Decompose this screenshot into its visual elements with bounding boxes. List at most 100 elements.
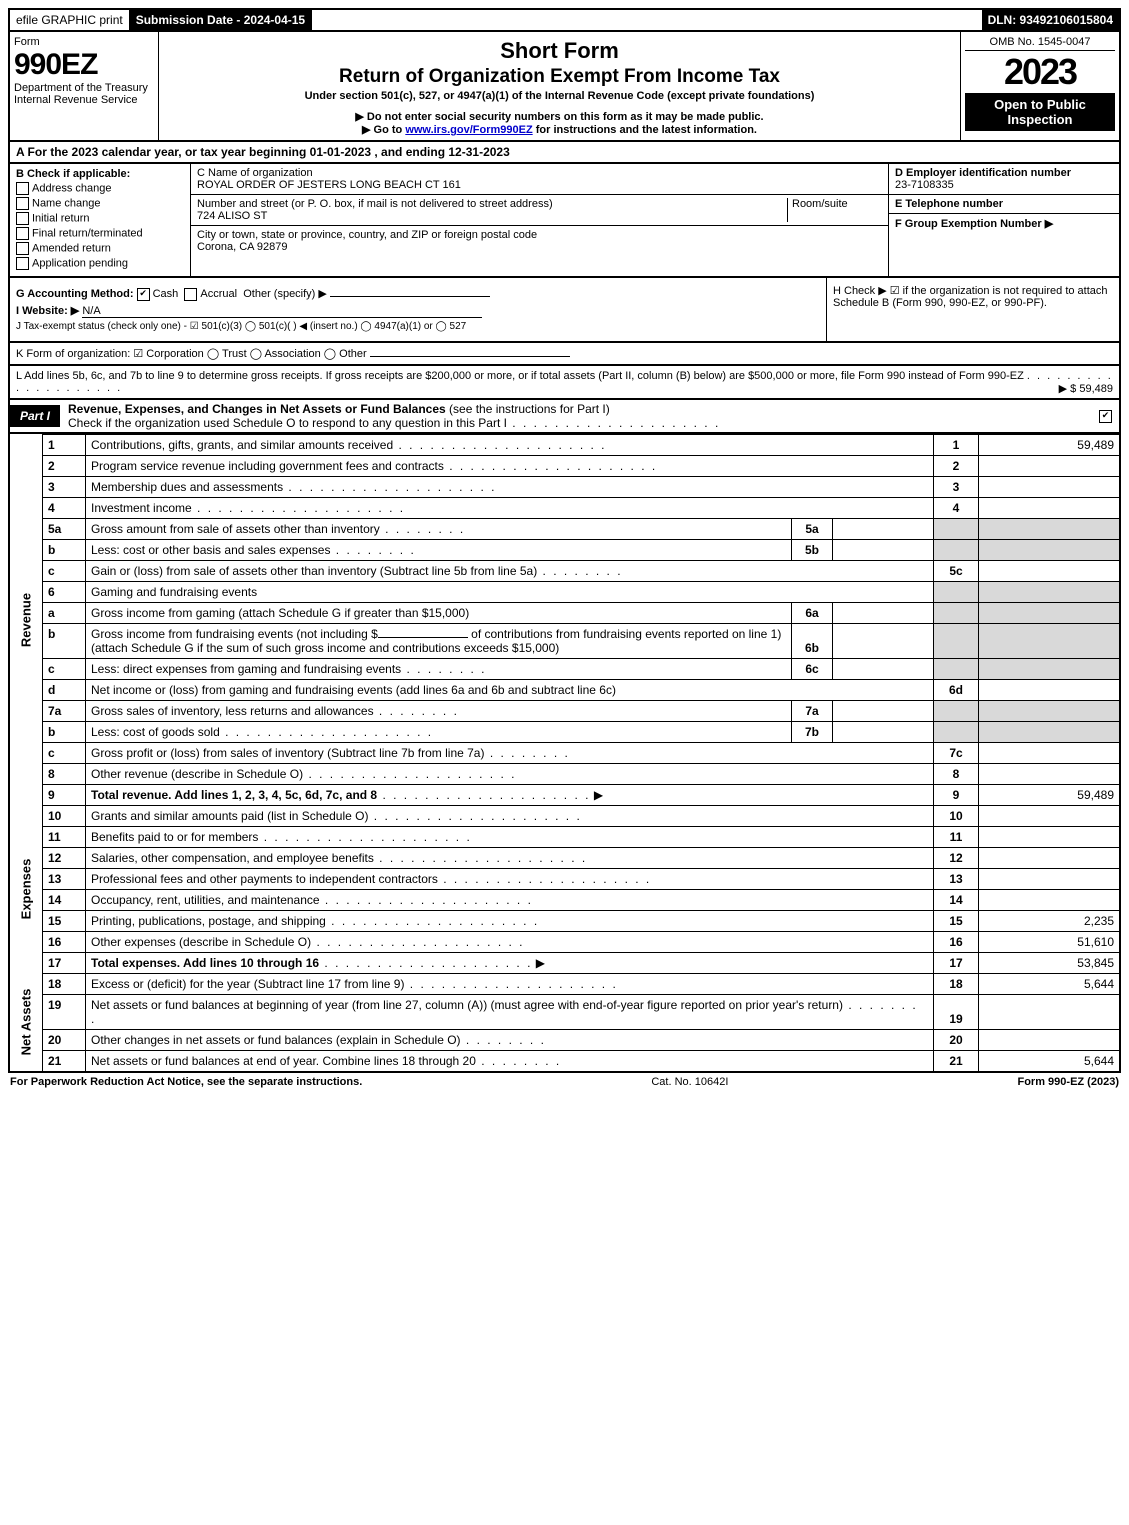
header-center: Short Form Return of Organization Exempt… [159, 32, 960, 140]
e-label: E Telephone number [895, 198, 1003, 210]
line-10-value [979, 805, 1121, 826]
line-6c-num: c [43, 658, 86, 679]
c-addr-block: Number and street (or P. O. box, if mail… [191, 195, 888, 226]
tax-year: 2023 [965, 51, 1115, 93]
part-i-title-rest: (see the instructions for Part I) [446, 402, 610, 416]
vtext-revenue: Revenue [19, 592, 34, 646]
line-10-rnum: 10 [934, 805, 979, 826]
line-5a-subnum: 5a [792, 518, 833, 539]
line-9-desc: Total revenue. Add lines 1, 2, 3, 4, 5c,… [86, 784, 934, 805]
cb-initial-return[interactable]: Initial return [16, 212, 184, 225]
form-header: Form 990EZ Department of the Treasury In… [8, 32, 1121, 142]
part-i-header: Part I Revenue, Expenses, and Changes in… [8, 400, 1121, 434]
line-14-value [979, 889, 1121, 910]
line-5c-value [979, 560, 1121, 581]
6b-amount-blank[interactable] [378, 637, 468, 638]
efile-label[interactable]: efile GRAPHIC print [10, 10, 130, 30]
line-6-desc: Gaming and fundraising events [86, 581, 934, 602]
line-5a-subval [833, 518, 934, 539]
line-11-num: 11 [43, 826, 86, 847]
cb-application-pending[interactable]: Application pending [16, 257, 184, 270]
row-l-gross-receipts: L Add lines 5b, 6c, and 7b to line 9 to … [8, 366, 1121, 400]
line-20-num: 20 [43, 1029, 86, 1050]
shade [979, 623, 1121, 658]
line-1-num: 1 [43, 434, 86, 455]
line-14-num: 14 [43, 889, 86, 910]
department: Department of the Treasury Internal Reve… [14, 82, 154, 106]
shade [934, 518, 979, 539]
line-6a-desc: Gross income from gaming (attach Schedul… [86, 602, 792, 623]
b-label: B Check if applicable: [16, 168, 130, 180]
line-6b-subval [833, 623, 934, 658]
line-12-rnum: 12 [934, 847, 979, 868]
line-9-value: 59,489 [979, 784, 1121, 805]
line-10-desc: Grants and similar amounts paid (list in… [86, 805, 934, 826]
header-right: OMB No. 1545-0047 2023 Open to Public In… [960, 32, 1119, 140]
line-8-num: 8 [43, 763, 86, 784]
part-i-check-line: Check if the organization used Schedule … [68, 416, 507, 430]
submission-date: Submission Date - 2024-04-15 [130, 10, 312, 30]
line-7a-subnum: 7a [792, 700, 833, 721]
line-4-rnum: 4 [934, 497, 979, 518]
line-6d-rnum: 6d [934, 679, 979, 700]
line-11-value [979, 826, 1121, 847]
shade [934, 658, 979, 679]
omb-number: OMB No. 1545-0047 [965, 36, 1115, 51]
line-18-rnum: 18 [934, 973, 979, 994]
l-amount: ▶ $ 59,489 [1059, 382, 1113, 395]
part-i-checkbox[interactable] [1095, 408, 1119, 422]
form-number: 990EZ [14, 48, 154, 82]
line-19-rnum: 19 [934, 994, 979, 1029]
h-schedule-b: H Check ▶ ☑ if the organization is not r… [827, 278, 1119, 341]
line-8-desc: Other revenue (describe in Schedule O) [86, 763, 934, 784]
line-8-rnum: 8 [934, 763, 979, 784]
cb-accrual[interactable] [184, 288, 197, 301]
line-20-desc: Other changes in net assets or fund bala… [86, 1029, 934, 1050]
line-16-value: 51,610 [979, 931, 1121, 952]
cb-cash[interactable] [137, 288, 150, 301]
shade [979, 658, 1121, 679]
shade [934, 700, 979, 721]
irs-link[interactable]: www.irs.gov/Form990EZ [405, 124, 532, 136]
cb-final-return[interactable]: Final return/terminated [16, 227, 184, 240]
k-other-line[interactable] [370, 356, 570, 357]
line-6b-desc: Gross income from fundraising events (no… [86, 623, 792, 658]
col-b-checkboxes: B Check if applicable: Address change Na… [10, 164, 191, 276]
ein-value: 23-7108335 [895, 179, 954, 191]
cb-address-change[interactable]: Address change [16, 182, 184, 195]
line-7a-num: 7a [43, 700, 86, 721]
line-8-value [979, 763, 1121, 784]
addr-label: Number and street (or P. O. box, if mail… [197, 198, 553, 210]
cb-amended-return[interactable]: Amended return [16, 242, 184, 255]
part-i-table: Revenue 1 Contributions, gifts, grants, … [8, 434, 1121, 1073]
shade [934, 602, 979, 623]
other-specify-line[interactable] [330, 296, 490, 297]
e-phone-block: E Telephone number [889, 195, 1119, 214]
arrow-icon: ▶ [594, 788, 603, 802]
line-5c-num: c [43, 560, 86, 581]
line-7c-value [979, 742, 1121, 763]
d-ein-block: D Employer identification number 23-7108… [889, 164, 1119, 195]
line-2-num: 2 [43, 455, 86, 476]
line-5c-rnum: 5c [934, 560, 979, 581]
room-suite-label: Room/suite [787, 198, 882, 222]
cb-name-change[interactable]: Name change [16, 197, 184, 210]
shade [979, 518, 1121, 539]
other-label: Other (specify) ▶ [243, 288, 327, 300]
c-name-block: C Name of organization ROYAL ORDER OF JE… [191, 164, 888, 195]
line-13-desc: Professional fees and other payments to … [86, 868, 934, 889]
title-short-form: Short Form [167, 38, 952, 64]
line-17-desc: Total expenses. Add lines 10 through 16 … [86, 952, 934, 973]
line-11-desc: Benefits paid to or for members [86, 826, 934, 847]
line-6c-subval [833, 658, 934, 679]
line-16-num: 16 [43, 931, 86, 952]
line-6d-num: d [43, 679, 86, 700]
shade [979, 721, 1121, 742]
cb-label: Application pending [32, 257, 128, 269]
line-6d-value [979, 679, 1121, 700]
i-label: I Website: ▶ [16, 305, 79, 317]
line-11-rnum: 11 [934, 826, 979, 847]
line-5c-desc: Gain or (loss) from sale of assets other… [86, 560, 934, 581]
line-2-value [979, 455, 1121, 476]
i-website: I Website: ▶ N/A [16, 304, 820, 318]
